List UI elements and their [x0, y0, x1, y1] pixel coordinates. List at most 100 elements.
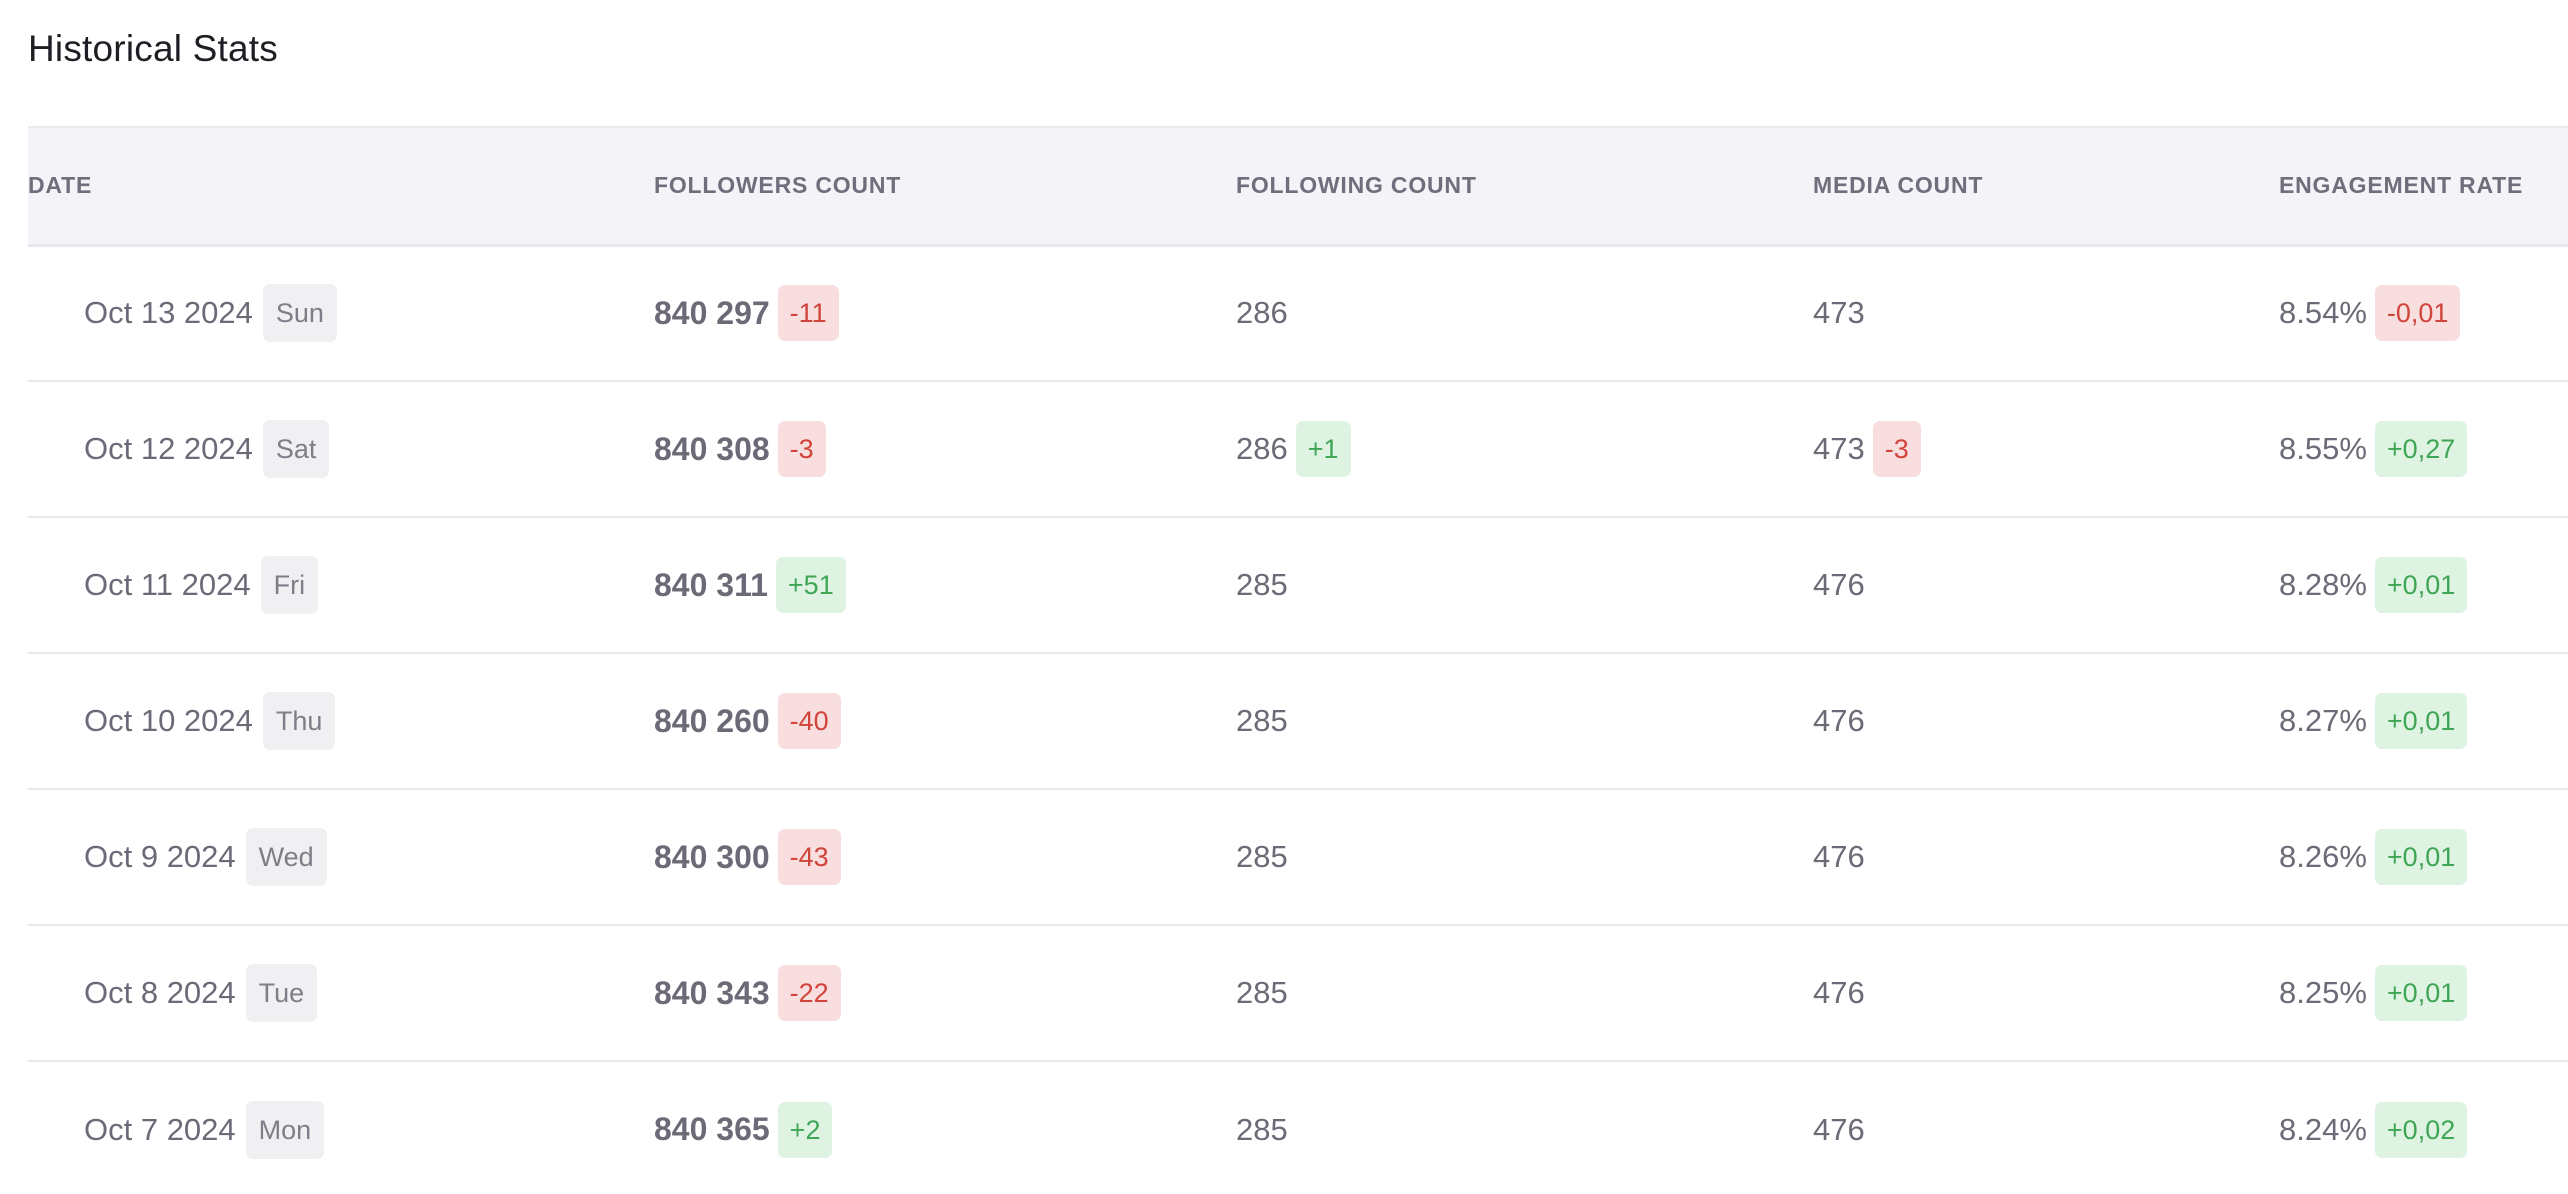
date-cell: Oct 12 2024 Sat — [28, 381, 654, 517]
followers-cell: 840 308 -3 — [654, 381, 1236, 517]
following-value: 286 — [1236, 295, 1288, 331]
followers-cell: 840 297 -11 — [654, 245, 1236, 381]
followers-delta-badge: -3 — [777, 421, 826, 477]
followers-value: 840 311 — [654, 566, 768, 603]
date-text: Oct 11 2024 — [84, 567, 251, 602]
media-value: 473 — [1813, 431, 1865, 466]
followers-delta-badge: +51 — [775, 557, 846, 613]
followers-cell: 840 300 -43 — [654, 789, 1236, 925]
media-cell: 476 — [1813, 653, 2279, 789]
table-row: Oct 13 2024 Sun 840 297 -11 286 473 8.54% -0,01 — [28, 245, 2568, 381]
followers-value: 840 343 — [654, 974, 770, 1011]
followers-value: 840 308 — [654, 430, 770, 467]
engagement-value: 8.27% — [2279, 703, 2367, 738]
following-value: 286 — [1236, 431, 1288, 466]
engagement-value: 8.54% — [2279, 295, 2367, 331]
engagement-value: 8.55% — [2279, 431, 2367, 466]
following-cell: 285 — [1236, 653, 1813, 789]
following-cell: 285 — [1236, 517, 1813, 653]
followers-delta-badge: -43 — [777, 829, 841, 885]
following-value: 285 — [1236, 975, 1288, 1010]
engagement-delta-badge: -0,01 — [2374, 285, 2461, 342]
following-cell: 285 — [1236, 925, 1813, 1061]
day-badge: Sun — [262, 284, 337, 343]
engagement-cell: 8.25% +0,01 — [2279, 925, 2568, 1061]
media-cell: 473 — [1813, 245, 2279, 381]
date-text: Oct 12 2024 — [84, 431, 253, 466]
followers-delta-badge: -11 — [777, 285, 839, 342]
engagement-cell: 8.24% +0,02 — [2279, 1061, 2568, 1194]
media-value: 476 — [1813, 567, 1865, 602]
column-header-following[interactable]: FOLLOWING COUNT — [1236, 126, 1813, 247]
date-cell: Oct 11 2024 Fri — [28, 517, 654, 653]
engagement-value: 8.26% — [2279, 839, 2367, 874]
engagement-value: 8.25% — [2279, 975, 2367, 1010]
column-header-engagement[interactable]: ENGAGEMENT RATE — [2279, 126, 2568, 247]
followers-cell: 840 343 -22 — [654, 925, 1236, 1061]
date-cell: Oct 8 2024 Tue — [28, 925, 654, 1061]
date-cell: Oct 7 2024 Mon — [28, 1061, 654, 1194]
engagement-cell: 8.55% +0,27 — [2279, 381, 2568, 517]
following-value: 285 — [1236, 1111, 1288, 1147]
day-badge: Thu — [262, 692, 336, 750]
historical-stats-table: DATE FOLLOWERS COUNT FOLLOWING COUNT MED… — [28, 126, 2568, 1194]
following-cell: 285 — [1236, 789, 1813, 925]
media-delta-badge: -3 — [1872, 421, 1921, 477]
date-text: Oct 9 2024 — [84, 839, 236, 874]
day-badge: Mon — [245, 1100, 325, 1159]
media-value: 476 — [1813, 1111, 1865, 1147]
media-value: 473 — [1813, 295, 1865, 331]
following-cell: 285 — [1236, 1061, 1813, 1194]
column-header-date[interactable]: DATE — [28, 126, 654, 247]
media-cell: 476 — [1813, 925, 2279, 1061]
table-row: Oct 8 2024 Tue 840 343 -22 285 476 8.25% +0,01 — [28, 925, 2568, 1061]
date-text: Oct 8 2024 — [84, 975, 236, 1010]
day-badge: Fri — [260, 556, 319, 614]
engagement-delta-badge: +0,01 — [2374, 557, 2468, 613]
day-badge: Tue — [245, 964, 318, 1022]
table-row: Oct 7 2024 Mon 840 365 +2 285 476 8.24% +0,02 — [28, 1061, 2568, 1194]
engagement-value: 8.24% — [2279, 1111, 2367, 1147]
followers-cell: 840 365 +2 — [654, 1061, 1236, 1194]
table-row: Oct 11 2024 Fri 840 311 +51 285 476 8.28% +0,01 — [28, 517, 2568, 653]
followers-delta-badge: -22 — [777, 965, 841, 1021]
followers-value: 840 365 — [654, 1111, 770, 1147]
following-value: 285 — [1236, 567, 1288, 602]
media-cell: 476 — [1813, 517, 2279, 653]
day-badge: Wed — [245, 828, 327, 886]
table-row: Oct 9 2024 Wed 840 300 -43 285 476 8.26% +0,01 — [28, 789, 2568, 925]
following-value: 285 — [1236, 703, 1288, 738]
table-header: DATE FOLLOWERS COUNT FOLLOWING COUNT MED… — [28, 126, 2568, 247]
followers-cell: 840 260 -40 — [654, 653, 1236, 789]
engagement-cell: 8.54% -0,01 — [2279, 245, 2568, 381]
media-value: 476 — [1813, 839, 1865, 874]
date-text: Oct 13 2024 — [84, 295, 253, 331]
engagement-cell: 8.28% +0,01 — [2279, 517, 2568, 653]
following-value: 285 — [1236, 839, 1288, 874]
followers-value: 840 300 — [654, 838, 770, 875]
following-delta-badge: +1 — [1295, 421, 1351, 477]
table-body: Oct 13 2024 Sun 840 297 -11 286 473 8.54% -0,01… — [28, 245, 2568, 1194]
table-header-row: DATE FOLLOWERS COUNT FOLLOWING COUNT MED… — [28, 126, 2568, 247]
followers-value: 840 297 — [654, 294, 770, 331]
followers-cell: 840 311 +51 — [654, 517, 1236, 653]
day-badge: Sat — [262, 420, 330, 478]
engagement-delta-badge: +0,01 — [2374, 965, 2468, 1021]
column-header-media[interactable]: MEDIA COUNT — [1813, 126, 2279, 247]
date-cell: Oct 13 2024 Sun — [28, 245, 654, 381]
date-text: Oct 7 2024 — [84, 1111, 236, 1147]
date-text: Oct 10 2024 — [84, 703, 253, 738]
column-header-followers[interactable]: FOLLOWERS COUNT — [654, 126, 1236, 247]
media-cell: 476 — [1813, 1061, 2279, 1194]
date-cell: Oct 9 2024 Wed — [28, 789, 654, 925]
engagement-cell: 8.27% +0,01 — [2279, 653, 2568, 789]
engagement-delta-badge: +0,27 — [2374, 421, 2468, 477]
engagement-delta-badge: +0,02 — [2374, 1101, 2468, 1158]
table-row: Oct 10 2024 Thu 840 260 -40 285 476 8.27% +0,01 — [28, 653, 2568, 789]
page-title: Historical Stats — [28, 28, 278, 69]
engagement-delta-badge: +0,01 — [2374, 693, 2468, 749]
date-cell: Oct 10 2024 Thu — [28, 653, 654, 789]
followers-delta-badge: +2 — [777, 1101, 833, 1158]
engagement-value: 8.28% — [2279, 567, 2367, 602]
